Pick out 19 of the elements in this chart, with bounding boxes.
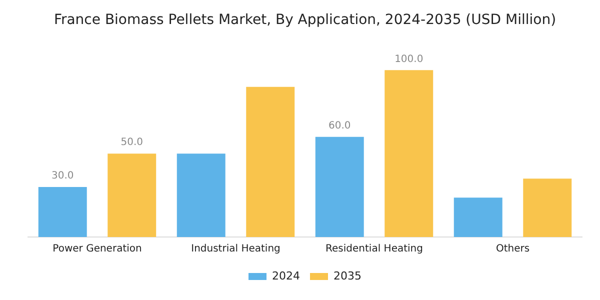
data-label: 50.0	[120, 137, 144, 148]
bar	[384, 70, 434, 237]
x-tick-label: Others	[496, 244, 530, 255]
x-tick-label: Residential Heating	[326, 244, 423, 255]
chart-title: France Biomass Pellets Market, By Application, 2024-2035 (USD Million)	[54, 12, 556, 28]
data-label: 30.0	[51, 170, 74, 182]
data-label: 100.0	[394, 54, 424, 65]
bar	[246, 86, 295, 237]
bar	[176, 154, 226, 237]
bar	[108, 154, 156, 237]
bar	[523, 178, 572, 237]
legend-label: 2035	[334, 269, 362, 282]
x-tick-label: Power Generation	[52, 244, 142, 255]
bar	[38, 186, 87, 237]
legend-label: 2024	[272, 269, 300, 282]
bar	[454, 198, 502, 237]
data-label: 60.0	[328, 120, 351, 132]
bar	[315, 136, 364, 237]
x-tick-label: Industrial Heating	[191, 244, 280, 255]
